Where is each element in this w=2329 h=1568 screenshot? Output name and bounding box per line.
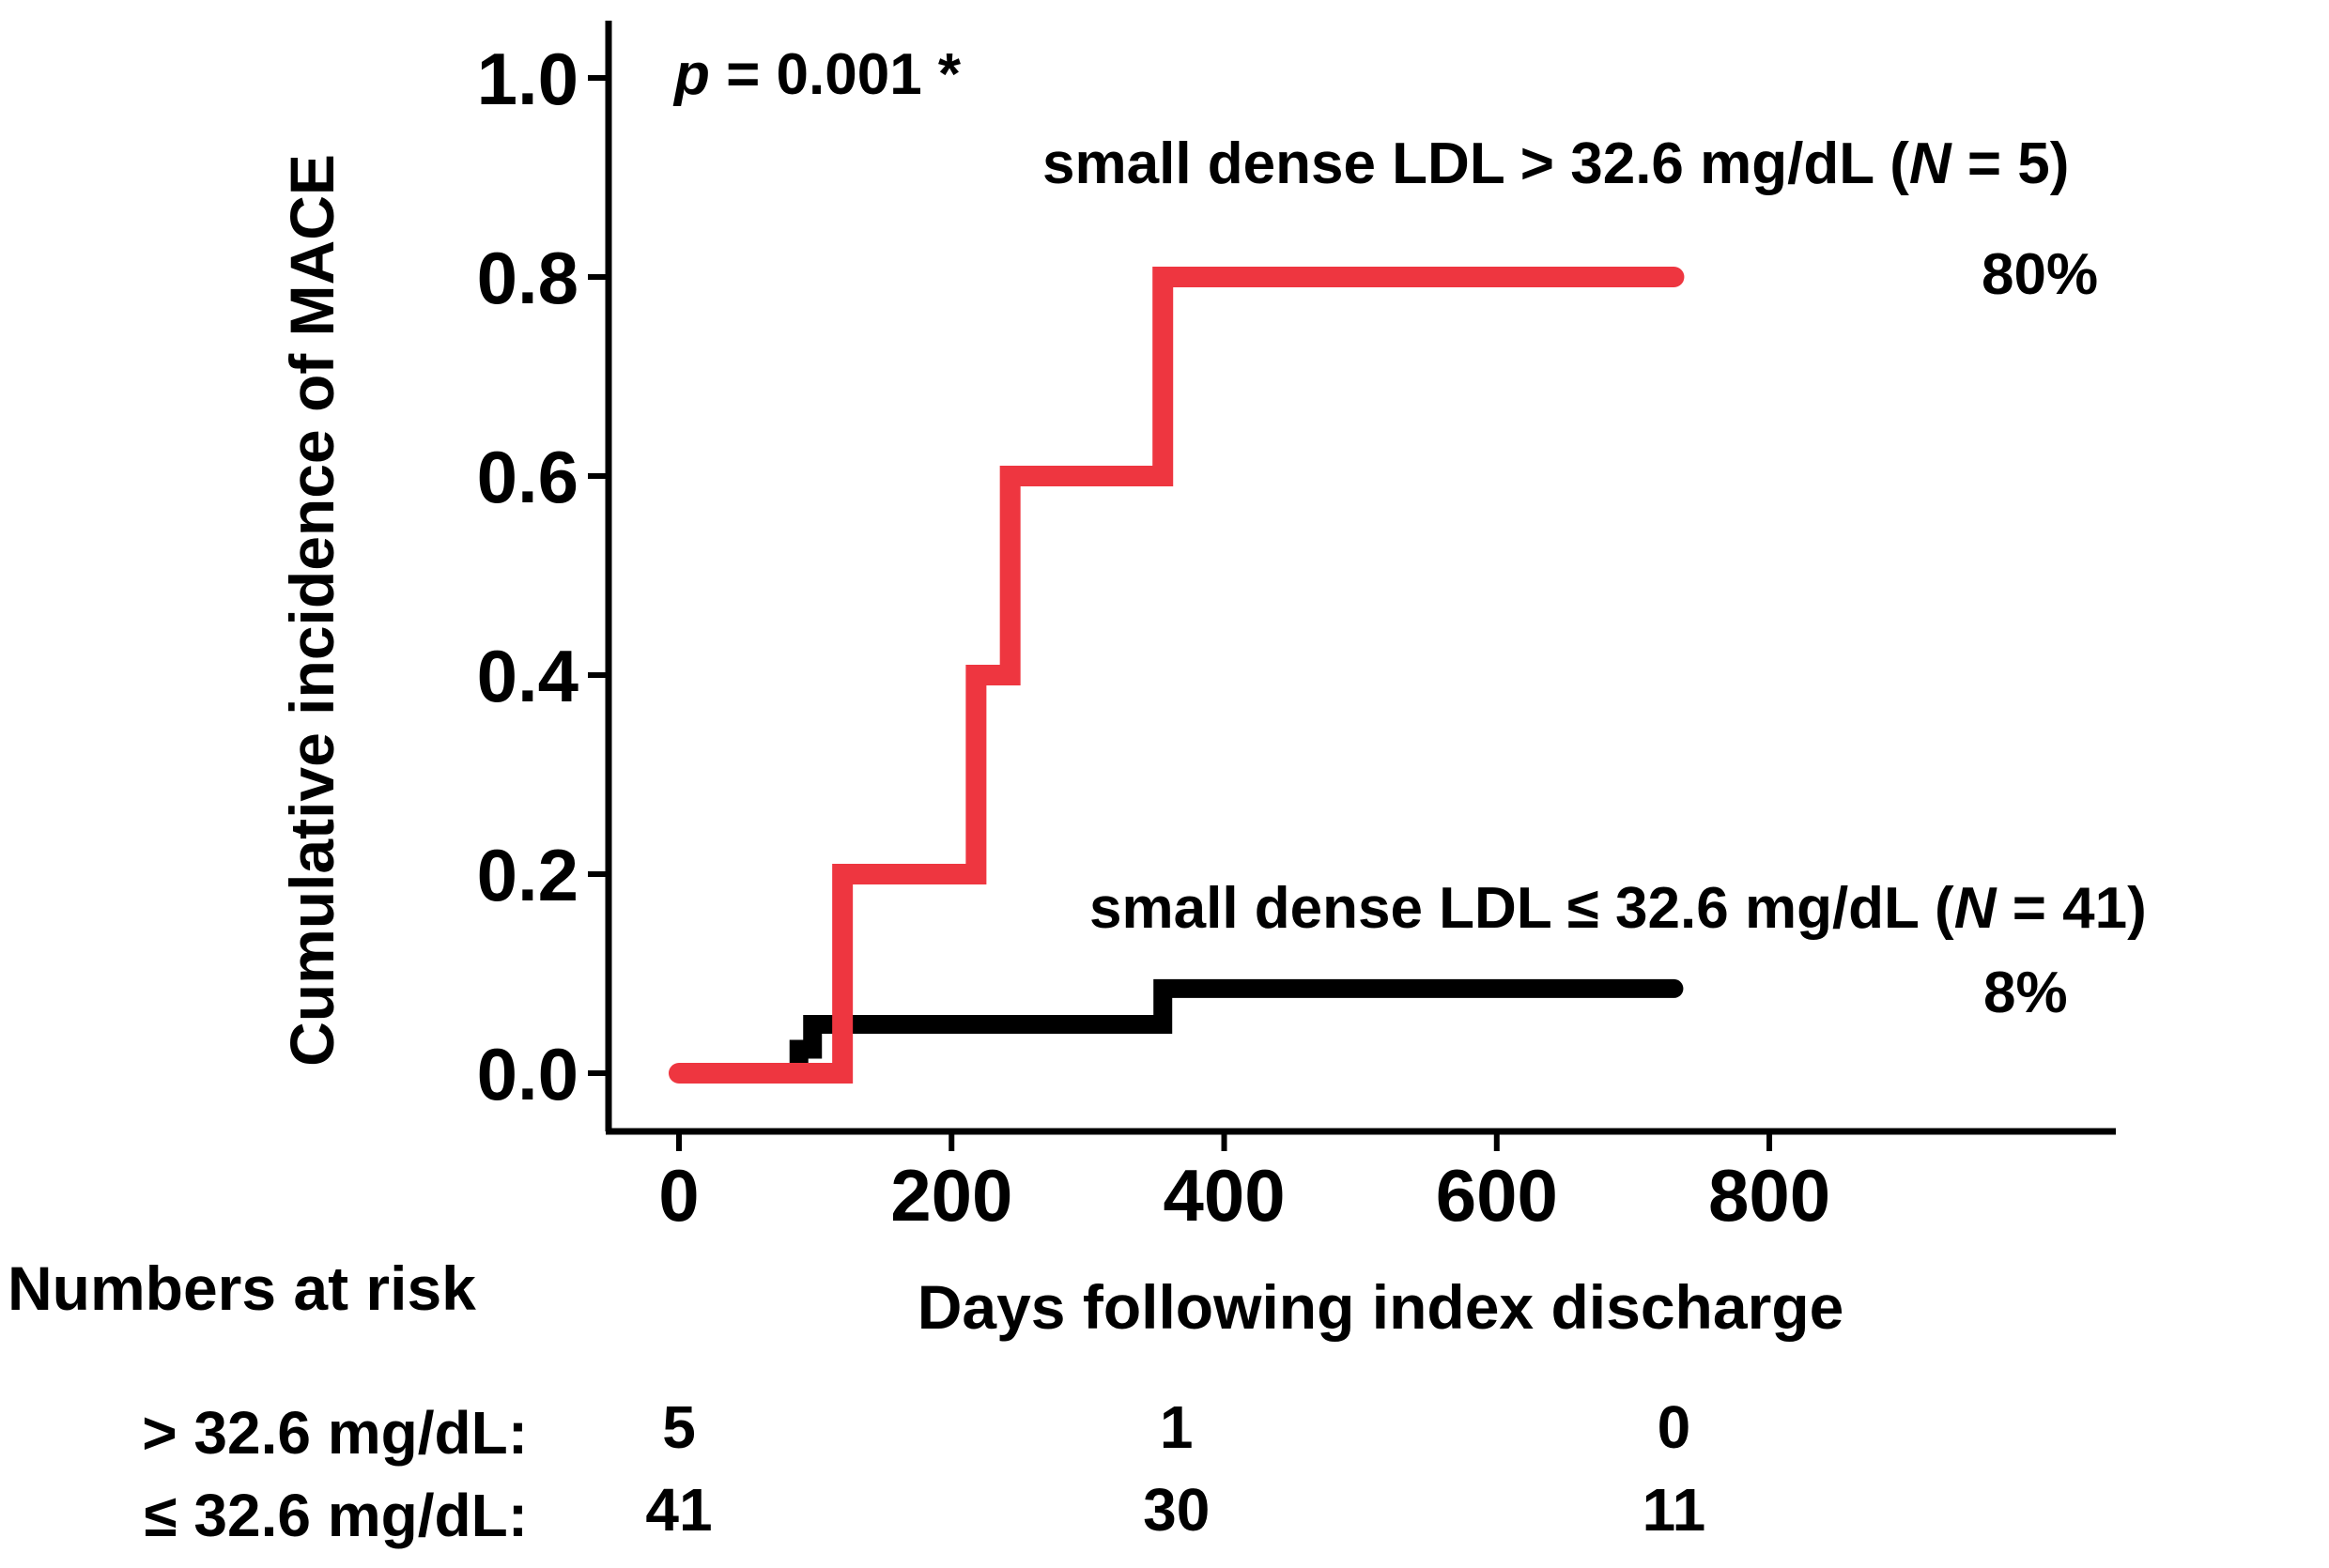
risk-value: 41 (645, 1476, 712, 1544)
x-tick-label: 400 (1163, 1154, 1285, 1237)
y-tick-label: 0.6 (477, 436, 578, 518)
series-label-high: small dense LDL > 32.6 mg/dL (N = 5) (1042, 131, 2069, 196)
series-label-low: small dense LDL ≤ 32.6 mg/dL (N = 41) (1089, 876, 2147, 941)
series-label-low-n: N (1954, 876, 1997, 941)
risk-values: 5 1 0 41 30 11 (645, 1393, 1705, 1544)
survival-curves (669, 267, 1685, 1084)
p-value-annotation: p = 0.001 * (672, 42, 962, 107)
y-ticks: 0.0 0.2 0.4 0.6 0.8 1.0 (477, 38, 609, 1115)
series-label-low-pre: small dense LDL ≤ 32.6 mg/dL ( (1089, 876, 1954, 941)
series-label-low-post: = 41) (1996, 876, 2146, 941)
curve-high-sdldl (669, 267, 1685, 1084)
curve-low-sdldl (670, 978, 1684, 1083)
x-tick-label: 200 (890, 1154, 1012, 1237)
series-label-high-n: N (1909, 131, 1952, 196)
risk-value: 11 (1643, 1476, 1706, 1544)
y-axis-title: Cumulative incidence of MACE (277, 154, 347, 1067)
risk-value: 30 (1143, 1476, 1210, 1544)
x-ticks: 0 200 400 600 800 (658, 1131, 1830, 1237)
end-label-low: 8% (1983, 961, 2068, 1025)
x-axis-title: Days following index discharge (918, 1272, 1844, 1342)
risk-value: 0 (1658, 1393, 1691, 1461)
p-value-text: = 0.001 * (710, 42, 962, 107)
y-tick-label: 0.2 (477, 834, 578, 916)
risk-row-label-low: ≤ 32.6 mg/dL: (144, 1482, 528, 1549)
risk-table-title: Numbers at risk (8, 1253, 476, 1323)
y-tick-label: 0.4 (477, 635, 578, 717)
risk-value: 1 (1160, 1393, 1194, 1461)
risk-value: 5 (662, 1393, 696, 1461)
x-tick-label: 0 (658, 1154, 699, 1237)
x-tick-label: 800 (1708, 1154, 1830, 1237)
series-label-high-post: = 5) (1951, 131, 2070, 196)
series-label-high-pre: small dense LDL > 32.6 mg/dL ( (1042, 131, 1909, 196)
risk-row-label-high: > 32.6 mg/dL: (142, 1399, 528, 1467)
y-tick-label: 1.0 (477, 38, 578, 120)
x-tick-label: 600 (1436, 1154, 1558, 1237)
y-tick-label: 0.8 (477, 237, 578, 319)
p-value-prefix: p (672, 42, 710, 107)
end-label-high: 80% (1982, 242, 2098, 307)
y-tick-label: 0.0 (477, 1033, 578, 1115)
